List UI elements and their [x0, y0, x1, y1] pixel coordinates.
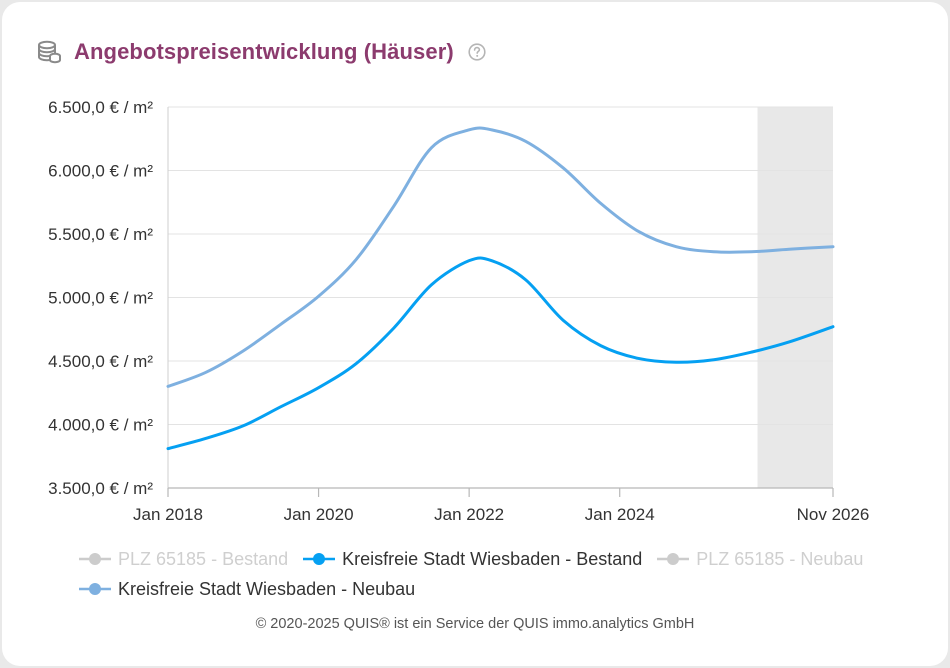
copyright-footer: © 2020-2025 QUIS® ist ein Service der QU… — [255, 616, 695, 632]
help-circle-icon[interactable] — [468, 43, 486, 61]
chart-title: Angebotspreisentwicklung (Häuser) — [74, 39, 454, 64]
line-chart: 3.500,0 € / m² 4.000,0 € / m² 4.500,0 € / … — [48, 98, 870, 524]
x-tick-label: Jan 2020 — [284, 505, 354, 524]
y-tick-label: 4.500,0 € / m² — [48, 352, 153, 371]
database-icon — [38, 40, 61, 64]
legend-marker-wiesbaden-neubau — [79, 583, 111, 595]
legend-row: Kreisfreie Stadt Wiesbaden - Neubau — [78, 574, 898, 604]
y-tick-label: 5.000,0 € / m² — [48, 289, 153, 308]
series-line-1[interactable] — [166, 256, 835, 451]
legend-marker-plz-neubau — [657, 553, 690, 565]
legend-item-wiesbaden-bestand[interactable]: Kreisfreie Stadt Wiesbaden - Bestand — [302, 549, 642, 570]
series-line-3[interactable] — [166, 126, 835, 388]
legend-row: PLZ 65185 - Bestand Kreisfreie Stadt Wie… — [78, 544, 898, 574]
x-tick-label: Jan 2024 — [585, 505, 655, 524]
legend-label: Kreisfreie Stadt Wiesbaden - Neubau — [118, 578, 416, 599]
legend-marker-dot — [313, 553, 326, 565]
y-tick-label: 3.500,0 € / m² — [48, 479, 153, 498]
x-tick-label: Nov 2026 — [797, 505, 870, 524]
legend-item-plz-neubau[interactable]: PLZ 65185 - Neubau — [656, 549, 863, 570]
legend-marker-plz-bestand — [79, 553, 111, 565]
chart-header: Angebotspreisentwicklung (Häuser) — [36, 36, 486, 68]
y-tick-label: 5.500,0 € / m² — [48, 225, 153, 244]
legend-marker-wiesbaden-bestand — [303, 553, 336, 565]
legend-marker-dot — [89, 583, 101, 595]
legend-item-plz-bestand[interactable]: PLZ 65185 - Bestand — [78, 549, 288, 570]
legend-label: PLZ 65185 - Bestand — [118, 548, 289, 569]
legend-label: PLZ 65185 - Neubau — [696, 548, 864, 569]
legend-marker-dot — [667, 553, 680, 565]
x-tick-label: Jan 2018 — [133, 505, 203, 524]
y-tick-label: 4.000,0 € / m² — [48, 416, 153, 435]
legend-marker-dot — [89, 553, 101, 565]
legend-item-wiesbaden-neubau[interactable]: Kreisfreie Stadt Wiesbaden - Neubau — [78, 579, 415, 600]
x-tick-label: Jan 2022 — [434, 505, 504, 524]
y-tick-label: 6.500,0 € / m² — [48, 98, 153, 117]
y-tick-label: 6.000,0 € / m² — [48, 162, 153, 181]
chart-legend: PLZ 65185 - Bestand Kreisfreie Stadt Wie… — [78, 544, 898, 604]
legend-label: Kreisfreie Stadt Wiesbaden - Bestand — [342, 548, 643, 569]
